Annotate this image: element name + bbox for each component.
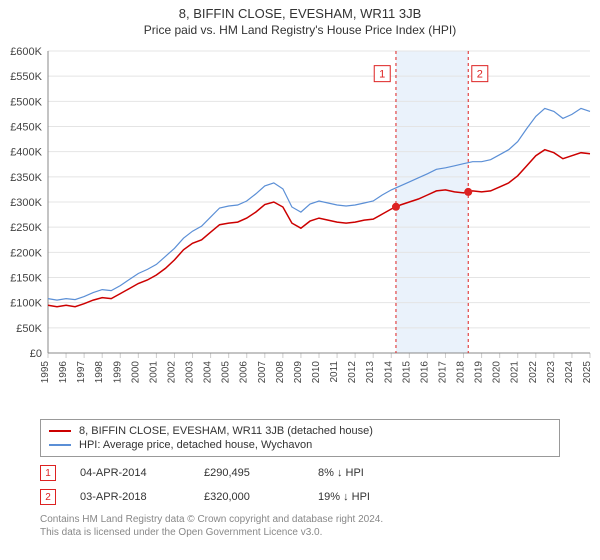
svg-text:1998: 1998	[94, 361, 105, 384]
sale-diff: 8% ↓ HPI	[318, 467, 408, 479]
svg-text:1: 1	[379, 69, 385, 81]
sale-date: 04-APR-2014	[80, 467, 180, 479]
legend-item: HPI: Average price, detached house, Wych…	[49, 438, 551, 452]
svg-text:£350K: £350K	[10, 172, 42, 184]
svg-text:2023: 2023	[546, 361, 557, 384]
table-row: 1 04-APR-2014 £290,495 8% ↓ HPI	[40, 461, 560, 485]
svg-text:£100K: £100K	[10, 298, 42, 310]
svg-text:2003: 2003	[185, 361, 196, 384]
legend-label: 8, BIFFIN CLOSE, EVESHAM, WR11 3JB (deta…	[79, 425, 373, 437]
sale-marker-icon: 1	[40, 465, 56, 481]
svg-text:£50K: £50K	[16, 323, 42, 335]
svg-text:2021: 2021	[510, 361, 521, 384]
legend-label: HPI: Average price, detached house, Wych…	[79, 439, 312, 451]
svg-text:2007: 2007	[257, 361, 268, 384]
svg-text:2004: 2004	[203, 361, 214, 384]
legend-swatch	[49, 444, 71, 446]
sale-diff: 19% ↓ HPI	[318, 491, 408, 503]
svg-text:2017: 2017	[437, 361, 448, 384]
sale-date: 03-APR-2018	[80, 491, 180, 503]
svg-text:1999: 1999	[112, 361, 123, 384]
svg-text:2: 2	[477, 69, 483, 81]
svg-text:2012: 2012	[347, 361, 358, 384]
legend: 8, BIFFIN CLOSE, EVESHAM, WR11 3JB (deta…	[40, 419, 560, 457]
svg-text:2020: 2020	[492, 361, 503, 384]
svg-text:2019: 2019	[474, 361, 485, 384]
svg-text:2010: 2010	[311, 361, 322, 384]
svg-text:2002: 2002	[166, 361, 177, 384]
svg-text:£600K: £600K	[10, 46, 42, 58]
svg-text:2025: 2025	[582, 361, 593, 384]
chart-svg: £0 £50K £100K £150K £200K £250K £300K £350K £400…	[0, 43, 600, 413]
svg-text:£0: £0	[30, 348, 42, 360]
svg-text:2014: 2014	[383, 361, 394, 384]
svg-text:£200K: £200K	[10, 247, 42, 259]
svg-text:£400K: £400K	[10, 147, 42, 159]
sales-table: 1 04-APR-2014 £290,495 8% ↓ HPI 2 03-APR…	[40, 461, 560, 509]
svg-text:£250K: £250K	[10, 222, 42, 234]
svg-text:1997: 1997	[76, 361, 87, 384]
chart-container: 8, BIFFIN CLOSE, EVESHAM, WR11 3JB Price…	[0, 0, 600, 539]
svg-text:2006: 2006	[239, 361, 250, 384]
svg-text:£300K: £300K	[10, 197, 42, 209]
license-text: Contains HM Land Registry data © Crown c…	[40, 513, 560, 539]
svg-text:2008: 2008	[275, 361, 286, 384]
svg-text:£450K: £450K	[10, 122, 42, 134]
license-line: This data is licensed under the Open Gov…	[40, 526, 560, 539]
svg-text:£550K: £550K	[10, 71, 42, 83]
chart-subtitle: Price paid vs. HM Land Registry's House …	[0, 21, 600, 43]
svg-text:2015: 2015	[401, 361, 412, 384]
sale-price: £320,000	[204, 491, 294, 503]
svg-text:2009: 2009	[293, 361, 304, 384]
chart-title: 8, BIFFIN CLOSE, EVESHAM, WR11 3JB	[0, 0, 600, 21]
svg-text:£150K: £150K	[10, 273, 42, 285]
svg-text:2001: 2001	[148, 361, 159, 384]
svg-text:2013: 2013	[365, 361, 376, 384]
svg-text:2022: 2022	[528, 361, 539, 384]
svg-text:2024: 2024	[564, 361, 575, 384]
svg-text:1995: 1995	[40, 361, 51, 384]
sale-price: £290,495	[204, 467, 294, 479]
legend-swatch	[49, 430, 71, 432]
sale-marker-icon: 2	[40, 489, 56, 505]
svg-text:2000: 2000	[130, 361, 141, 384]
svg-text:2005: 2005	[221, 361, 232, 384]
legend-item: 8, BIFFIN CLOSE, EVESHAM, WR11 3JB (deta…	[49, 424, 551, 438]
svg-text:2018: 2018	[456, 361, 467, 384]
svg-text:2011: 2011	[329, 361, 340, 383]
license-line: Contains HM Land Registry data © Crown c…	[40, 513, 560, 526]
chart-plot-area: £0 £50K £100K £150K £200K £250K £300K £350K £400…	[0, 43, 600, 413]
svg-text:1996: 1996	[58, 361, 69, 384]
svg-text:2016: 2016	[419, 361, 430, 384]
svg-text:£500K: £500K	[10, 96, 42, 108]
table-row: 2 03-APR-2018 £320,000 19% ↓ HPI	[40, 485, 560, 509]
